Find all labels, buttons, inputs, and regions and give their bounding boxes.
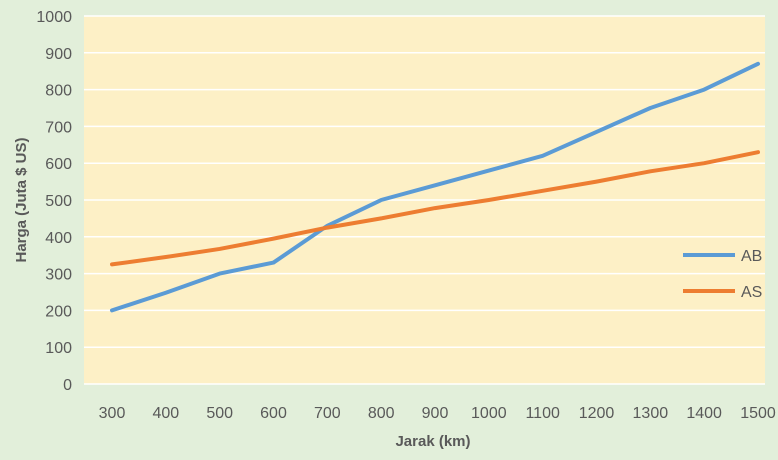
y-tick-label: 800 (45, 83, 72, 100)
legend-label: AS (741, 284, 762, 301)
y-axis: 0 100 200 300 400 500 600 700 800 900 1000 (36, 9, 72, 394)
x-tick-label: 1200 (579, 405, 615, 422)
x-axis-title: Jarak (km) (395, 433, 470, 450)
series-line-ab (110, 61, 760, 313)
y-tick-label: 700 (45, 119, 72, 136)
y-tick-label: 400 (45, 230, 72, 247)
y-tick-label: 100 (45, 340, 72, 357)
legend-label: AB (741, 248, 762, 265)
x-tick-label: 1300 (633, 405, 669, 422)
x-tick-label: 1000 (471, 405, 507, 422)
x-tick-label: 700 (314, 405, 341, 422)
x-tick-label: 300 (99, 405, 126, 422)
x-tick-label: 1100 (525, 405, 560, 422)
y-tick-label: 300 (45, 267, 72, 284)
series-line-as (110, 150, 760, 267)
y-tick-label: 0 (63, 377, 72, 394)
y-axis-title: Harga (Juta $ US) (13, 137, 30, 262)
legend: AB AS (683, 248, 762, 301)
x-axis: 300 400 500 600 700 800 900 1000 1100 1200 1300 140… (99, 405, 776, 422)
x-tick-label: 500 (206, 405, 233, 422)
x-tick-label: 800 (368, 405, 395, 422)
x-tick-label: 1500 (740, 405, 776, 422)
series-lines (110, 61, 760, 313)
y-tick-label: 500 (45, 193, 72, 210)
x-tick-label: 400 (152, 405, 179, 422)
gridlines (84, 15, 765, 385)
y-tick-label: 900 (45, 46, 72, 63)
x-tick-label: 600 (260, 405, 287, 422)
x-tick-label: 900 (422, 405, 449, 422)
y-tick-label: 600 (45, 156, 72, 173)
x-tick-label: 1400 (686, 405, 722, 422)
y-tick-label: 200 (45, 303, 72, 320)
y-tick-label: 1000 (36, 9, 72, 26)
